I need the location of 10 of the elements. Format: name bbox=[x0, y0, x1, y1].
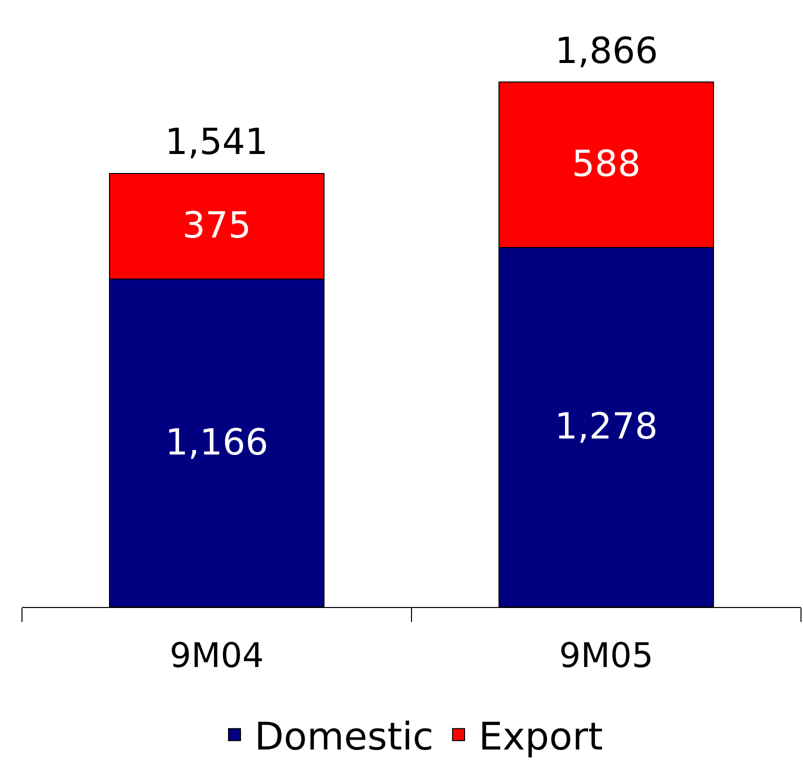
data-label: 1,278 bbox=[554, 406, 658, 448]
x-tick-label: 9M04 bbox=[170, 636, 264, 676]
total-label: 1,866 bbox=[555, 31, 658, 72]
legend-label: Domestic bbox=[254, 714, 434, 758]
data-label: 375 bbox=[182, 206, 252, 247]
total-label: 1,541 bbox=[165, 122, 268, 163]
legend-label: Export bbox=[478, 714, 603, 758]
data-label: 588 bbox=[572, 144, 641, 186]
data-label: 1,166 bbox=[165, 422, 268, 464]
x-tick-label: 9M05 bbox=[559, 636, 654, 676]
